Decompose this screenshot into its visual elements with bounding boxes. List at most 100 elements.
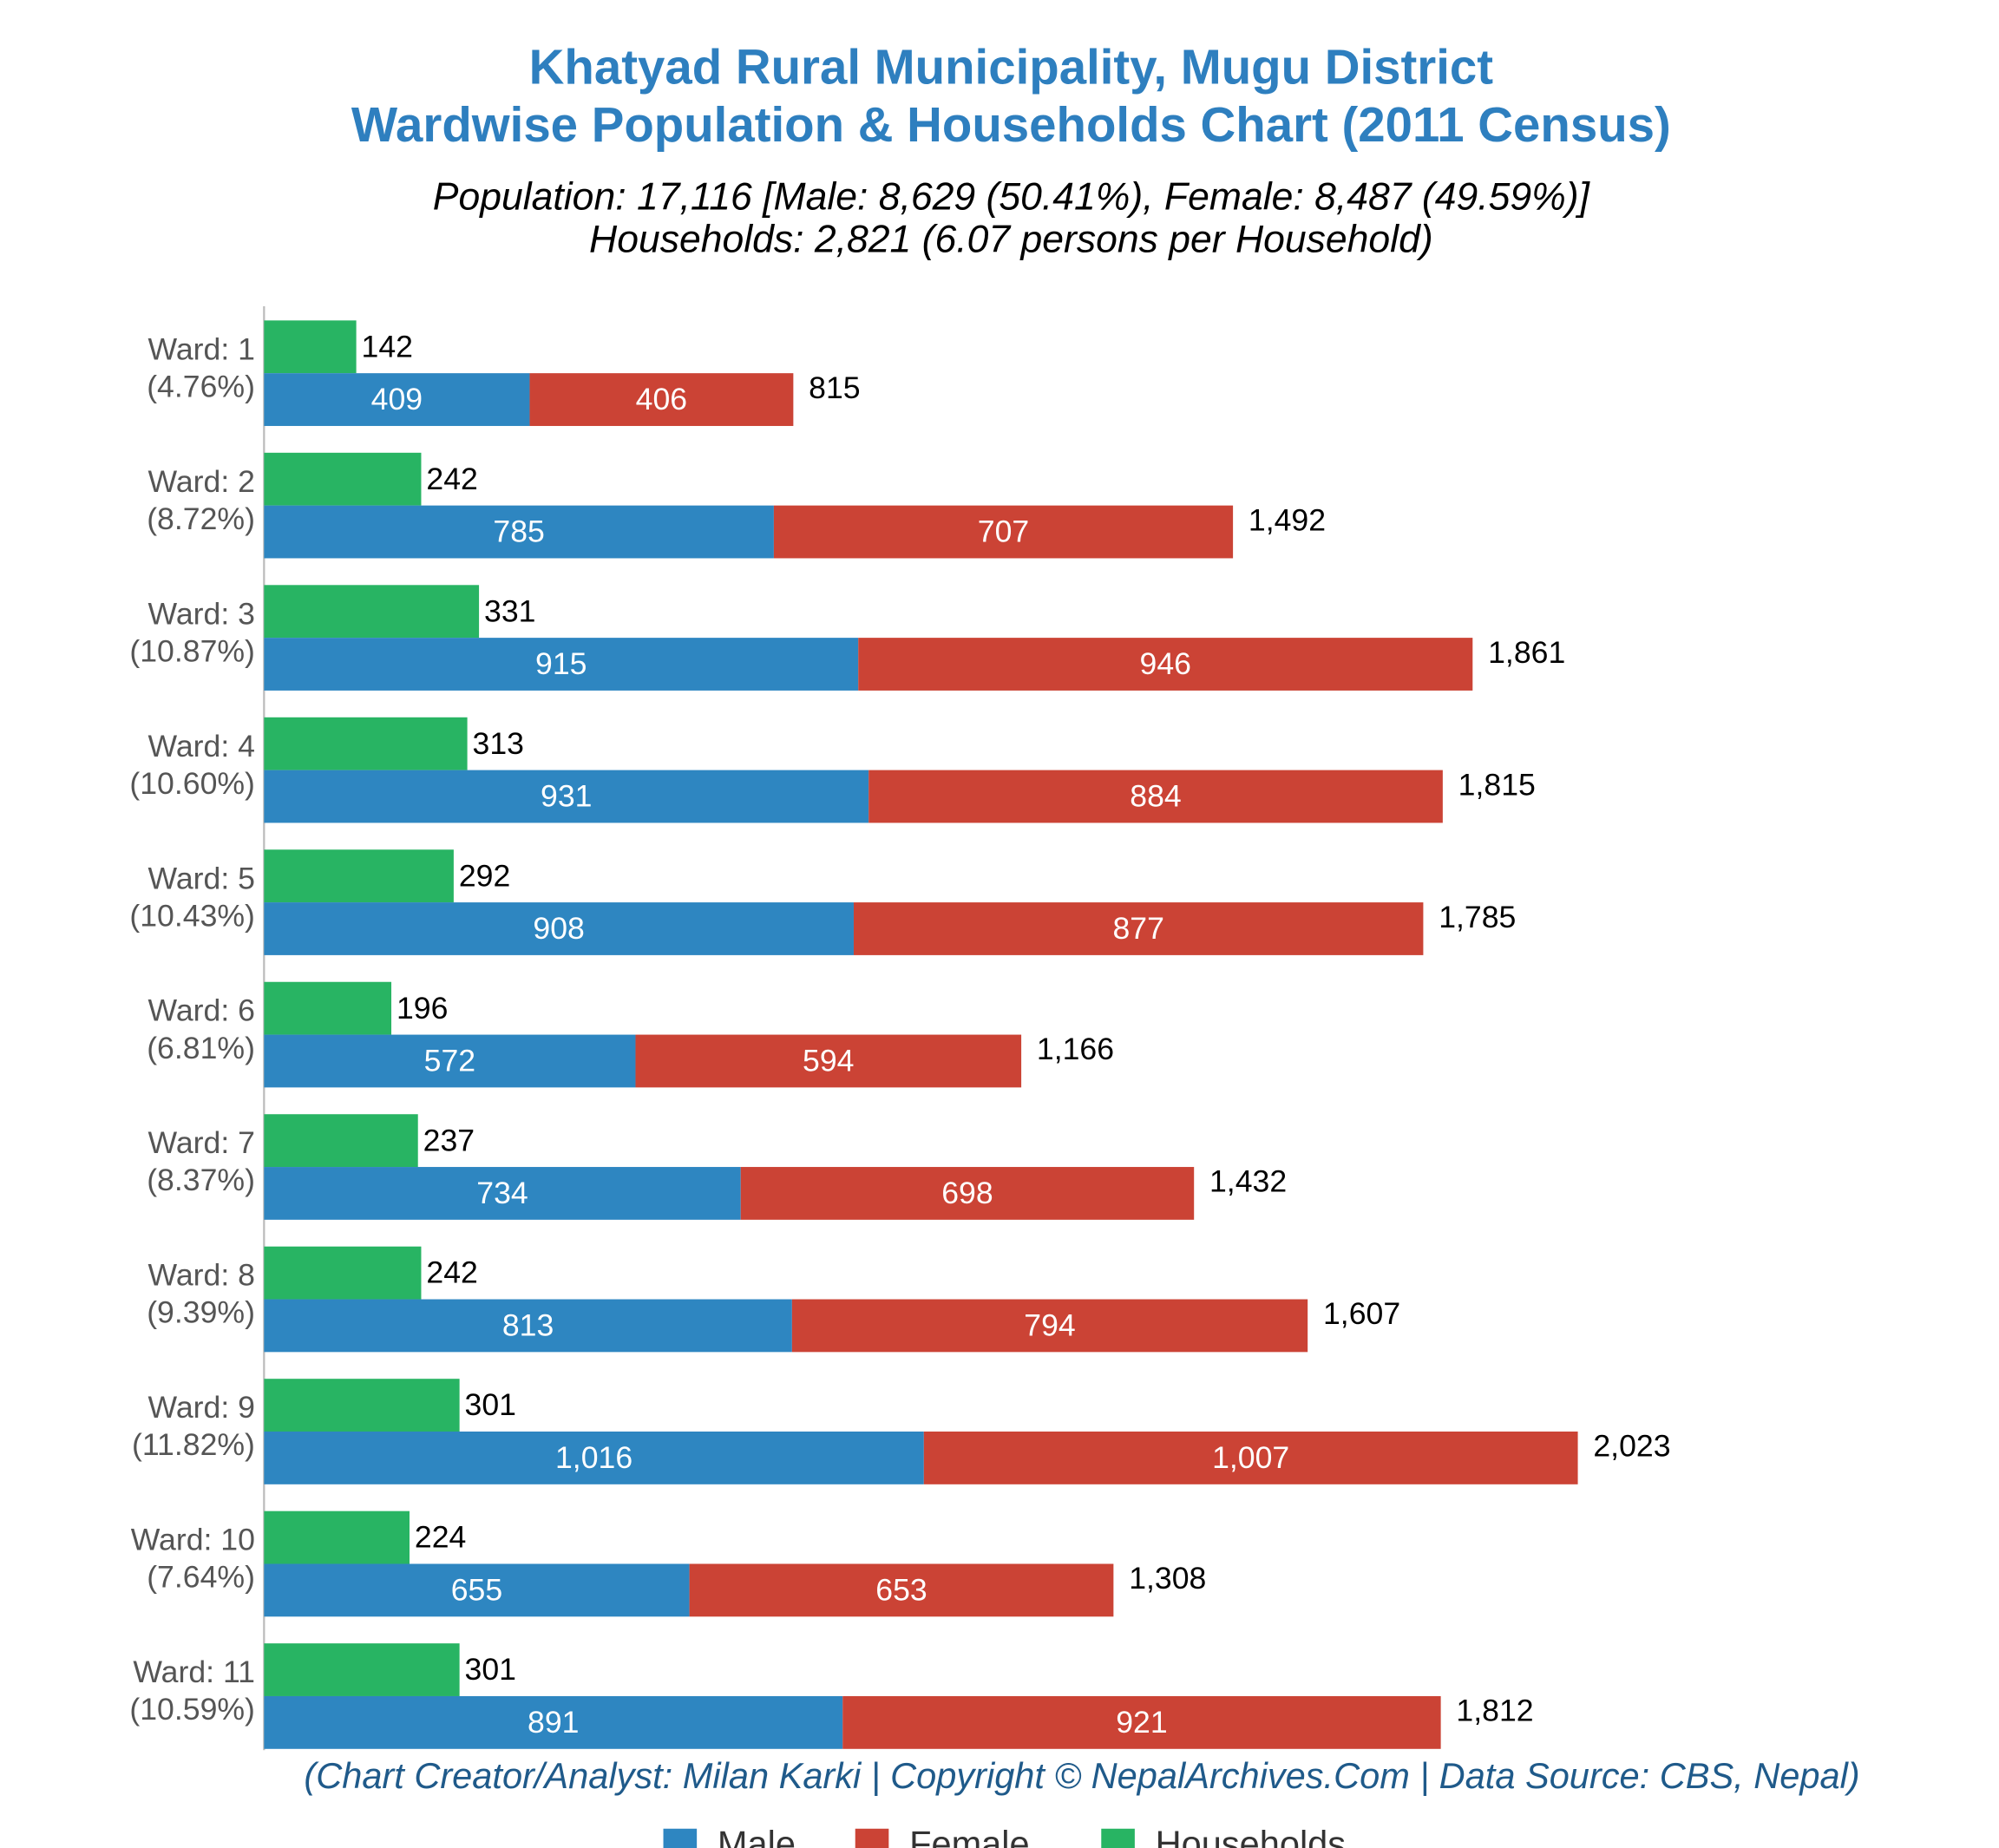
data-label: 301 xyxy=(465,1387,516,1422)
y-tick-label: Ward: 1 xyxy=(148,331,255,366)
chart-title: Wardwise Population & Households Chart (… xyxy=(351,97,1671,152)
total-label: 1,166 xyxy=(1037,1032,1114,1066)
total-label: 1,432 xyxy=(1209,1164,1287,1199)
y-tick-label: Ward: 8 xyxy=(148,1258,255,1293)
data-label: 655 xyxy=(451,1573,502,1608)
bar xyxy=(264,585,480,639)
data-label: 921 xyxy=(1116,1705,1167,1740)
bar xyxy=(264,1695,843,1749)
bar xyxy=(264,452,422,506)
data-label: 331 xyxy=(484,593,535,628)
bar xyxy=(264,373,530,426)
bar xyxy=(264,1511,410,1564)
y-tick-label: (4.76%) xyxy=(147,369,255,403)
y-tick-label: (10.59%) xyxy=(129,1692,255,1727)
bar xyxy=(791,1299,1308,1353)
total-label: 1,861 xyxy=(1488,635,1565,670)
data-label: 594 xyxy=(803,1044,854,1078)
legend-label: Households xyxy=(1156,1823,1346,1848)
bar xyxy=(264,770,869,823)
y-tick-label: Ward: 11 xyxy=(133,1655,255,1689)
data-label: 877 xyxy=(1112,911,1163,946)
y-tick-label: Ward: 3 xyxy=(148,596,255,631)
data-label: 813 xyxy=(502,1308,554,1343)
data-label: 734 xyxy=(476,1176,528,1210)
bar xyxy=(842,1695,1441,1749)
chart-title: Khatyad Rural Municipality, Mugu Distric… xyxy=(529,39,1494,94)
data-label: 698 xyxy=(941,1176,993,1210)
legend-swatch xyxy=(663,1828,698,1848)
bar xyxy=(264,1167,741,1220)
y-tick-label: Ward: 7 xyxy=(148,1125,255,1160)
data-label: 915 xyxy=(535,646,587,681)
bar xyxy=(529,373,794,426)
y-tick-label: Ward: 4 xyxy=(148,729,255,763)
data-label: 908 xyxy=(533,911,584,946)
data-label: 292 xyxy=(459,858,510,893)
y-tick-label: Ward: 6 xyxy=(148,993,255,1028)
bar xyxy=(264,1114,418,1168)
y-tick-label: (11.82%) xyxy=(132,1427,255,1462)
legend-label: Female xyxy=(909,1823,1030,1848)
legend-label: Male xyxy=(718,1823,796,1848)
data-label: 946 xyxy=(1140,646,1191,681)
data-label: 409 xyxy=(371,382,423,416)
y-tick-label: (6.81%) xyxy=(147,1031,255,1065)
chart-subtitle: Population: 17,116 [Male: 8,629 (50.41%)… xyxy=(433,176,1591,219)
bar xyxy=(923,1432,1578,1484)
data-label: 653 xyxy=(875,1573,927,1608)
y-tick-label: (8.72%) xyxy=(147,501,255,536)
bar xyxy=(264,849,454,903)
data-label: 196 xyxy=(397,991,448,1026)
bar xyxy=(264,1432,924,1484)
legend-swatch xyxy=(855,1828,889,1848)
bar xyxy=(264,717,468,770)
bar xyxy=(264,1643,460,1696)
data-label: 237 xyxy=(423,1123,475,1157)
bar xyxy=(858,638,1473,691)
data-label: 931 xyxy=(541,779,592,814)
data-label: 707 xyxy=(978,514,1029,549)
bar xyxy=(868,770,1443,823)
y-tick-label: (10.43%) xyxy=(129,898,255,933)
data-label: 142 xyxy=(362,329,413,364)
y-tick-label: (10.87%) xyxy=(129,633,255,668)
bar xyxy=(773,505,1234,559)
data-label: 224 xyxy=(415,1520,466,1555)
data-label: 1,016 xyxy=(555,1440,632,1475)
data-label: 301 xyxy=(465,1652,516,1687)
y-tick-label: Ward: 10 xyxy=(131,1523,255,1557)
data-label: 884 xyxy=(1130,779,1181,814)
y-tick-label: (9.39%) xyxy=(147,1295,255,1330)
chart-subtitle: Households: 2,821 (6.07 persons per Hous… xyxy=(589,219,1433,261)
total-label: 1,812 xyxy=(1456,1694,1533,1728)
bar xyxy=(264,981,392,1035)
bar xyxy=(264,1379,460,1432)
data-label: 891 xyxy=(528,1705,579,1740)
total-label: 1,308 xyxy=(1129,1561,1206,1596)
bar xyxy=(264,1034,636,1088)
footer: (Chart Creator/Analyst: Milan Karki | Co… xyxy=(304,1755,1859,1796)
data-label: 313 xyxy=(473,726,524,761)
y-tick-label: (10.60%) xyxy=(129,766,255,801)
total-label: 1,607 xyxy=(1323,1296,1400,1331)
data-label: 1,007 xyxy=(1212,1440,1289,1475)
bar xyxy=(853,902,1424,955)
data-label: 794 xyxy=(1024,1308,1075,1343)
total-label: 1,815 xyxy=(1458,767,1536,802)
data-label: 406 xyxy=(636,382,687,416)
y-tick-label: (7.64%) xyxy=(147,1560,255,1595)
total-label: 1,785 xyxy=(1439,900,1516,934)
total-label: 815 xyxy=(809,370,860,405)
y-tick-label: (8.37%) xyxy=(147,1163,255,1197)
y-tick-label: Ward: 5 xyxy=(148,861,255,895)
total-label: 2,023 xyxy=(1593,1429,1670,1464)
bar xyxy=(264,902,854,955)
bar xyxy=(264,320,357,374)
total-label: 1,492 xyxy=(1249,502,1326,537)
y-tick-label: Ward: 9 xyxy=(148,1390,255,1425)
bar xyxy=(264,1299,792,1353)
data-label: 785 xyxy=(493,514,544,549)
bar xyxy=(740,1167,1195,1220)
